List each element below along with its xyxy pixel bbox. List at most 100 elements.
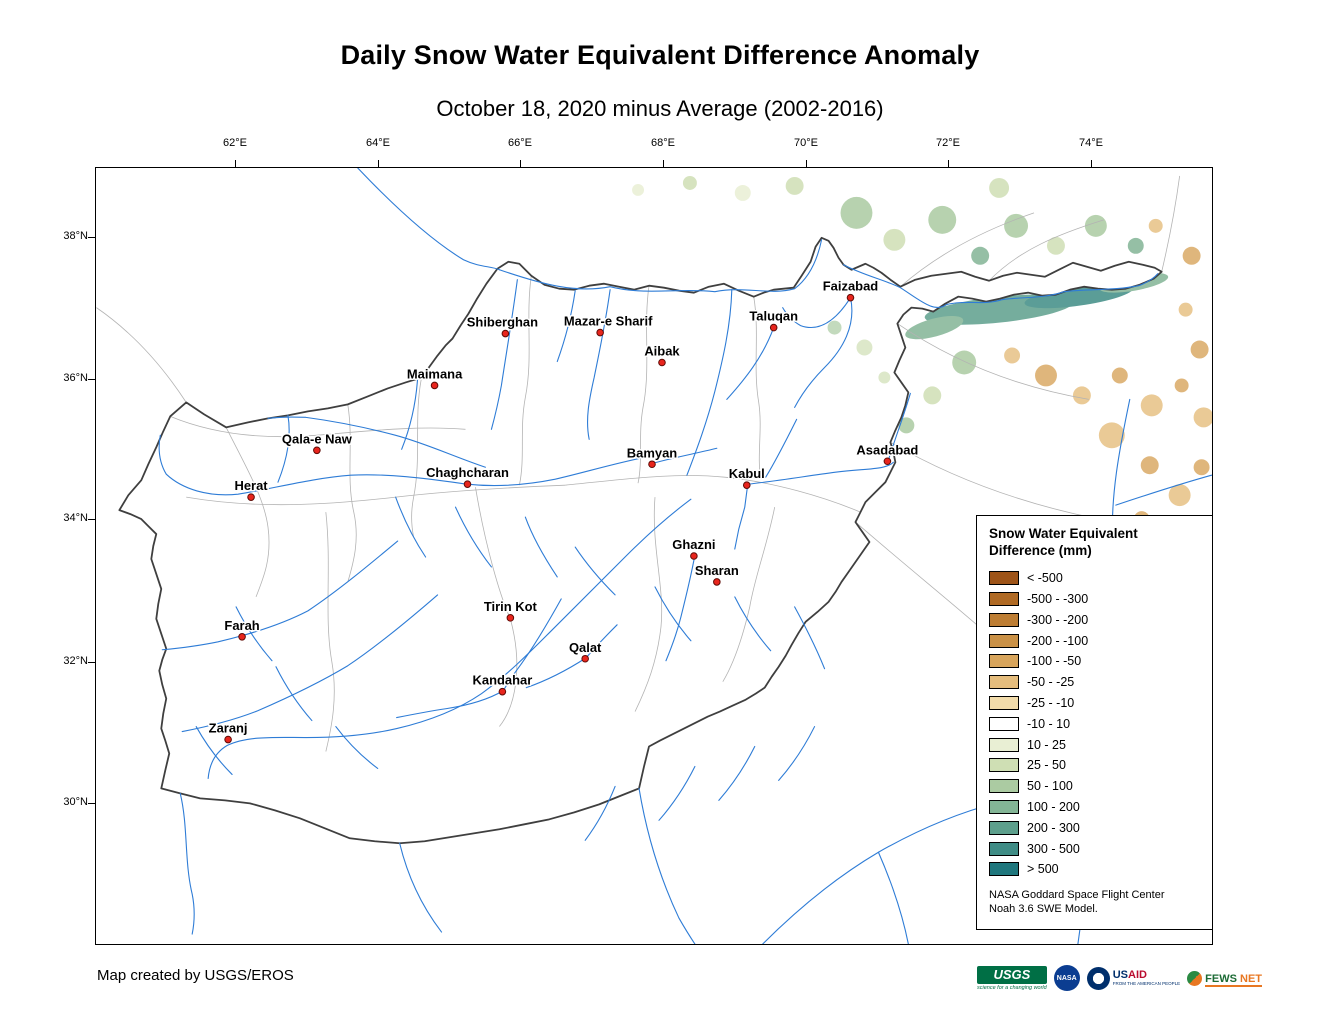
legend-swatch: [989, 695, 1019, 710]
map-credit: Map created by USGS/EROS: [97, 967, 294, 984]
city-marker-tirin-kot: [506, 614, 515, 622]
usaid-us-text: US: [1112, 968, 1128, 981]
fews-text: FEWS: [1205, 973, 1237, 985]
fewsnet-logo-text: FEWS NET: [1205, 973, 1262, 987]
legend-title-line1: Snow Water Equivalent: [989, 526, 1138, 541]
legend-entry-label: -25 - -10: [1027, 695, 1075, 710]
legend-entry-label: -200 - -100: [1027, 633, 1089, 648]
city-marker-qala-e-naw: [313, 446, 321, 455]
anomaly-patches-negative: [1004, 218, 1212, 607]
legend-entry-label: 25 - 50: [1027, 758, 1066, 773]
lon-tick: [235, 160, 236, 167]
legend-entry: 50 - 100: [989, 776, 1206, 797]
lon-tick: [1091, 160, 1092, 167]
legend-title: Snow Water Equivalent Difference (mm): [989, 526, 1206, 560]
city-marker-qalat: [581, 654, 589, 663]
city-marker-faizabad: [846, 293, 855, 302]
legend-swatch: [989, 716, 1019, 731]
lon-tick: [663, 160, 664, 167]
legend-entry-label: > 500: [1027, 862, 1059, 877]
legend-entry: -300 - -200: [989, 609, 1206, 630]
nasa-logo-text: NASA: [1056, 974, 1077, 982]
legend-swatch: [989, 841, 1019, 856]
legend-entry: 200 - 300: [989, 817, 1206, 838]
lon-tick: [520, 160, 521, 167]
lon-label: 68°E: [651, 137, 675, 149]
legend-entry: 10 - 25: [989, 734, 1206, 755]
city-marker-mazar-e-sharif: [596, 328, 604, 337]
lat-tick: [88, 237, 95, 238]
legend-swatch: [989, 737, 1019, 752]
lon-label: 66°E: [508, 137, 532, 149]
city-marker-kandahar: [498, 687, 507, 696]
legend-swatch: [989, 633, 1019, 648]
lat-tick: [88, 379, 95, 380]
city-label: Ghazni: [672, 537, 715, 552]
map-canvas: Faizabad Taluqan Mazar-e Sharif Shiberghan A…: [96, 168, 1212, 944]
city-label: Qalat: [569, 640, 602, 655]
page-subtitle: October 18, 2020 minus Average (2002-201…: [436, 96, 884, 121]
city-label: Kandahar: [473, 673, 533, 688]
page-title: Daily Snow Water Equivalent Difference A…: [340, 40, 980, 70]
country-border: [118, 236, 1163, 845]
fewsnet-logo: FEWS NET: [1187, 970, 1262, 987]
usaid-aid-text: AID: [1128, 968, 1147, 981]
lat-label: 30°N: [63, 796, 88, 808]
lon-label: 70°E: [794, 137, 818, 149]
lon-label: 64°E: [366, 137, 390, 149]
lat-tick: [88, 803, 95, 804]
legend-swatch: [989, 654, 1019, 669]
lat-label: 32°N: [63, 655, 88, 667]
anomaly-patches-inside: [827, 320, 891, 384]
legend-swatch: [989, 820, 1019, 835]
lat-tick: [88, 662, 95, 663]
city-marker-zaranj: [224, 735, 232, 744]
legend-swatch: [989, 758, 1019, 773]
legend: Snow Water Equivalent Difference (mm) < …: [976, 515, 1213, 930]
legend-title-line2: Difference (mm): [989, 542, 1092, 558]
lon-tick: [806, 160, 807, 167]
legend-swatch: [989, 779, 1019, 794]
legend-swatch: [989, 591, 1019, 606]
legend-entry: -100 - -50: [989, 651, 1206, 672]
legend-swatch: [989, 862, 1019, 877]
city-label: Aibak: [644, 344, 680, 359]
legend-entry: -200 - -100: [989, 630, 1206, 651]
legend-entry-label: 10 - 25: [1027, 737, 1066, 752]
lon-tick: [378, 160, 379, 167]
city-marker-shiberghan: [501, 329, 510, 338]
legend-swatch: [989, 612, 1019, 627]
city-label: Sharan: [695, 563, 739, 578]
city-label: Faizabad: [823, 279, 879, 294]
city-label: Asadabad: [856, 442, 918, 457]
city-label: Kabul: [729, 466, 765, 481]
usaid-emblem-icon: [1086, 966, 1110, 990]
legend-entry-label: -300 - -200: [1027, 612, 1089, 627]
usgs-logo: USGS science for a changing world: [977, 965, 1047, 991]
legend-entry: > 500: [989, 859, 1206, 880]
city-label: Chaghcharan: [426, 465, 509, 480]
city-label: Shiberghan: [467, 315, 538, 330]
city-marker-maimana: [430, 381, 439, 390]
city-label: Tirin Kot: [484, 599, 538, 614]
lon-label: 74°E: [1079, 137, 1103, 149]
city-marker-taluqan: [769, 323, 778, 332]
city-marker-sharan: [713, 578, 721, 586]
lat-tick: [88, 519, 95, 520]
net-text: NET: [1240, 973, 1262, 985]
legend-entry: < -500: [989, 568, 1206, 589]
lat-label: 38°N: [63, 230, 88, 242]
lat-label: 36°N: [63, 372, 88, 384]
city-label: Herat: [234, 478, 268, 493]
usaid-logo: USAID FROM THE AMERICAN PEOPLE: [1086, 966, 1180, 990]
legend-note: NASA Goddard Space Flight Center Noah 3.…: [989, 888, 1206, 917]
usgs-logo-text: USGS: [977, 965, 1047, 984]
cities-layer: Faizabad Taluqan Mazar-e Sharif Shiberghan A…: [207, 277, 920, 744]
city-label: Zaranj: [209, 721, 248, 736]
legend-entry: 300 - 500: [989, 838, 1206, 859]
usaid-logo-text: USAID FROM THE AMERICAN PEOPLE: [1112, 968, 1180, 987]
lon-label: 72°E: [936, 137, 960, 149]
legend-entry: -50 - -25: [989, 672, 1206, 693]
legend-entry-label: 100 - 200: [1027, 799, 1080, 814]
